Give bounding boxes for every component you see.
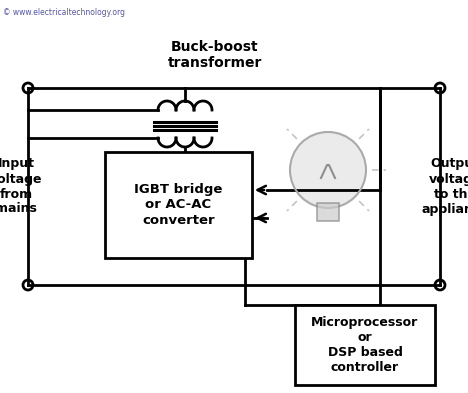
Text: Input
voltage
from
mains: Input voltage from mains	[0, 158, 42, 215]
Text: Microprocessor
or
DSP based
controller: Microprocessor or DSP based controller	[311, 316, 418, 374]
Text: Buck-boost
transformer: Buck-boost transformer	[168, 40, 262, 70]
FancyBboxPatch shape	[317, 203, 339, 221]
Circle shape	[290, 132, 366, 208]
Text: © www.electricaltechnology.org: © www.electricaltechnology.org	[3, 8, 125, 17]
FancyBboxPatch shape	[105, 152, 252, 258]
FancyBboxPatch shape	[295, 305, 435, 385]
Text: Output
voltage
to the
appliance: Output voltage to the appliance	[421, 158, 468, 215]
Text: IGBT bridge
or AC-AC
converter: IGBT bridge or AC-AC converter	[134, 184, 223, 226]
